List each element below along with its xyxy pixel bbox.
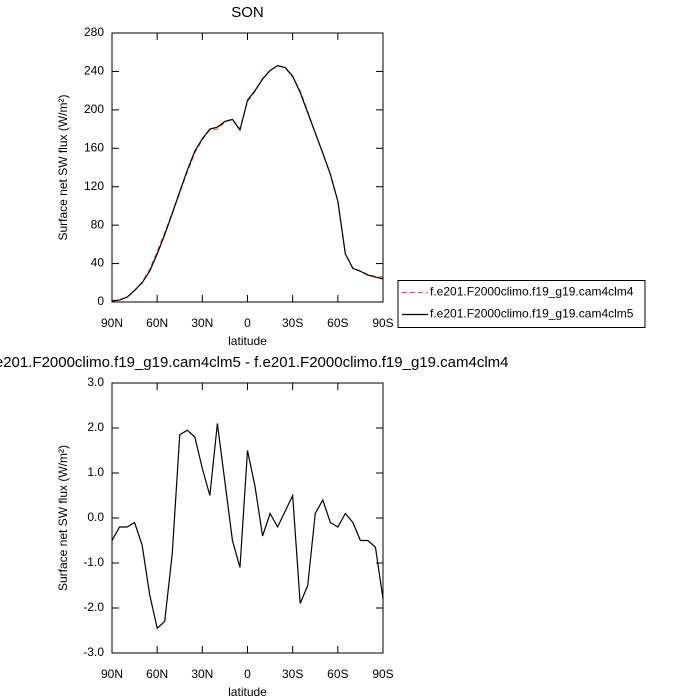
y-tick-label: -2.0: [83, 600, 104, 614]
x-tick-label: 30S: [282, 316, 303, 330]
x-axis-label: latitude: [228, 685, 267, 699]
legend-label: f.e201.F2000climo.f19_g19.cam4clm5: [430, 307, 634, 321]
x-tick-label: 60S: [327, 316, 348, 330]
x-tick-label: 0: [244, 316, 251, 330]
chart-title: f.e201.F2000climo.f19_g19.cam4clm5 - f.e…: [0, 354, 508, 371]
x-tick-label: 90S: [372, 667, 393, 681]
y-tick-label: 2.0: [87, 420, 104, 434]
y-tick-label: -3.0: [83, 645, 104, 659]
x-tick-label: 30N: [191, 667, 213, 681]
x-tick-label: 60N: [146, 316, 168, 330]
data-line: [111, 423, 384, 630]
chart-title: SON: [231, 4, 264, 21]
y-tick-label: 280: [84, 25, 104, 39]
y-tick-label: 120: [84, 179, 104, 193]
x-tick-label: 0: [244, 667, 251, 681]
y-tick-label: 3.0: [87, 375, 104, 389]
y-tick-label: 0: [97, 294, 104, 308]
y-tick-label: 1.0: [87, 465, 104, 479]
y-tick-label: 40: [91, 256, 105, 270]
x-tick-label: 30N: [191, 316, 213, 330]
y-tick-label: 160: [84, 140, 104, 154]
x-tick-label: 90N: [101, 316, 123, 330]
y-tick-label: 240: [84, 64, 104, 78]
x-tick-label: 30S: [282, 667, 303, 681]
y-axis-label: Surface net SW flux (W/m²): [56, 94, 70, 240]
y-tick-label: -1.0: [83, 555, 104, 569]
x-tick-label: 60S: [327, 667, 348, 681]
y-tick-label: 80: [91, 217, 105, 231]
y-tick-label: 200: [84, 102, 104, 116]
y-tick-label: 0.0: [87, 510, 104, 524]
legend-box: [397, 280, 646, 328]
legend-label: f.e201.F2000climo.f19_g19.cam4clm4: [430, 285, 634, 299]
plot-frame: [111, 32, 384, 303]
x-tick-label: 60N: [146, 667, 168, 681]
x-axis-label: latitude: [228, 334, 267, 348]
data-line: [111, 65, 384, 302]
x-tick-label: 90N: [101, 667, 123, 681]
plot-frame: [111, 382, 384, 654]
x-tick-label: 90S: [372, 316, 393, 330]
y-axis-label: Surface net SW flux (W/m²): [56, 445, 70, 591]
